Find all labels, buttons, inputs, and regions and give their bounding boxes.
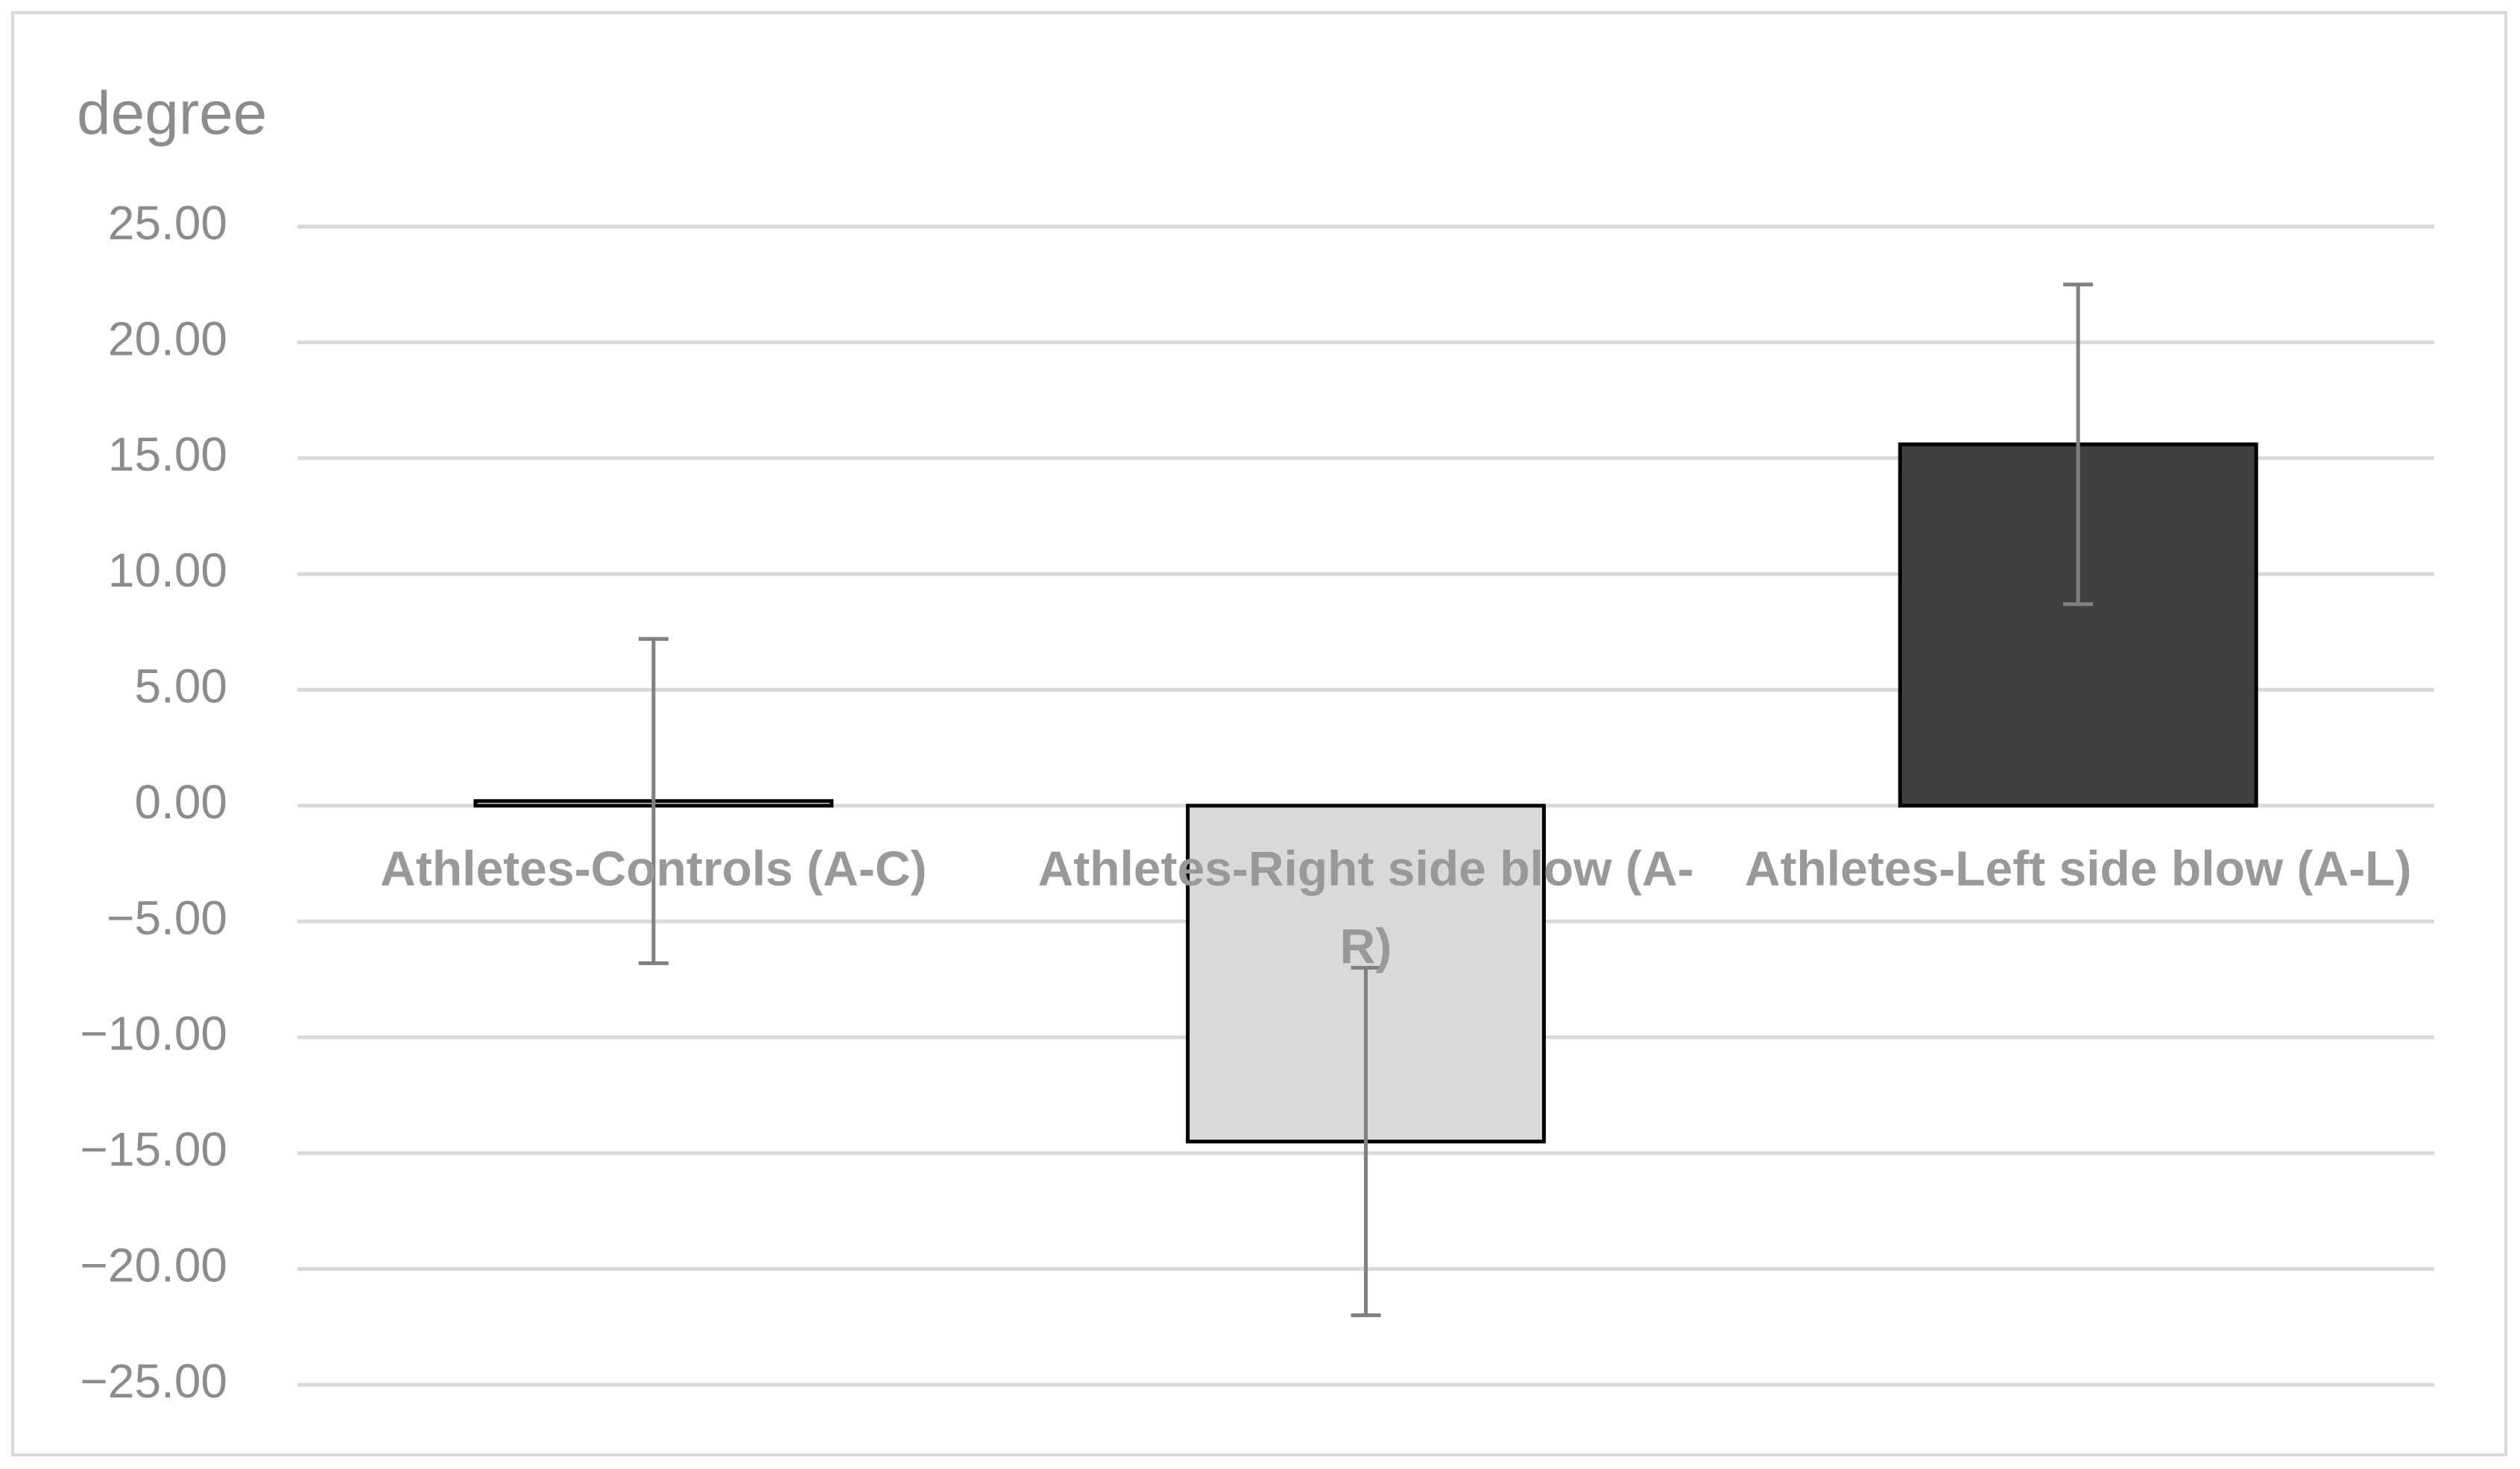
y-tick-label: 15.00 xyxy=(108,428,227,481)
y-tick-label: 25.00 xyxy=(108,196,227,250)
x-tick-label: Athletes-Left side blow (A-L) xyxy=(1744,841,2412,896)
y-axis-label: degree xyxy=(77,80,267,148)
y-tick-label: −5.00 xyxy=(107,891,227,944)
y-tick-label: 0.00 xyxy=(134,775,227,829)
y-tick-label: 5.00 xyxy=(134,660,227,713)
y-tick-label: −10.00 xyxy=(80,1007,227,1061)
y-tick-label: −25.00 xyxy=(80,1354,227,1408)
x-tick-label: Athletes-Right side blow (A-R) xyxy=(1038,841,1694,973)
x-tick-label: Athletes-Controls (A-C) xyxy=(380,841,927,896)
y-tick-label: 20.00 xyxy=(108,312,227,365)
y-tick-label: 10.00 xyxy=(108,543,227,597)
y-tick-label: −15.00 xyxy=(80,1122,227,1176)
y-tick-label: −20.00 xyxy=(80,1239,227,1292)
